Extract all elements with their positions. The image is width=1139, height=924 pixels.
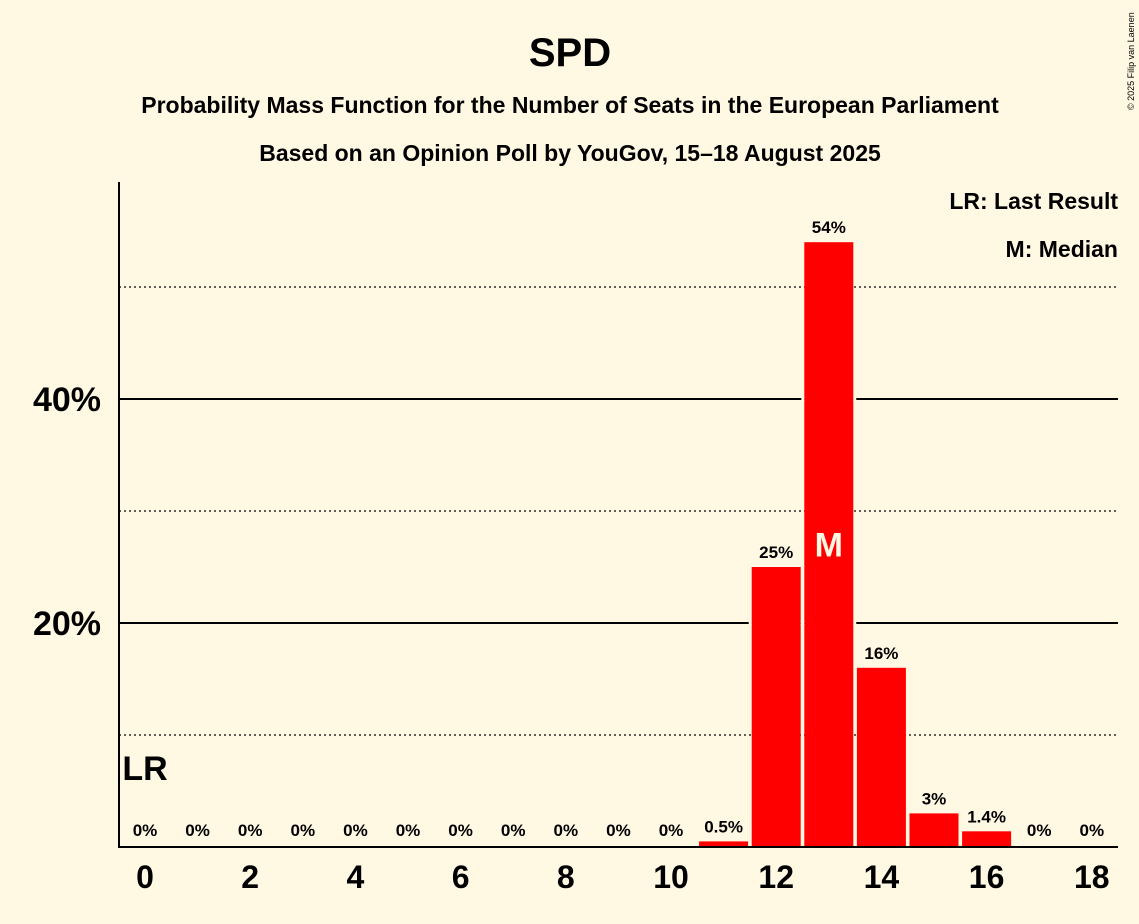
bar-label-seat-12: 25%	[759, 543, 793, 562]
bar-label-seat-8: 0%	[554, 821, 579, 840]
bar-label-seat-3: 0%	[291, 821, 316, 840]
bar-label-seat-17: 0%	[1027, 821, 1052, 840]
legend-median: M: Median	[1006, 236, 1118, 262]
x-tick-6: 6	[452, 859, 470, 895]
bar-label-seat-1: 0%	[185, 821, 210, 840]
bars	[699, 242, 1012, 847]
chart-subtitle: Probability Mass Function for the Number…	[141, 92, 999, 118]
bar-label-seat-14: 16%	[864, 644, 898, 663]
chart-source-line: Based on an Opinion Poll by YouGov, 15–1…	[259, 140, 881, 166]
x-tick-18: 18	[1074, 859, 1110, 895]
x-tick-14: 14	[864, 859, 900, 895]
bar-label-seat-6: 0%	[448, 821, 473, 840]
chart-title: SPD	[529, 31, 611, 75]
bar-label-seat-9: 0%	[606, 821, 631, 840]
markers: LR M	[122, 527, 843, 788]
x-tick-8: 8	[557, 859, 575, 895]
x-tick-4: 4	[347, 859, 365, 895]
gridlines	[119, 286, 1118, 736]
bar-label-seat-4: 0%	[343, 821, 368, 840]
bar-seat-14	[856, 667, 906, 847]
x-tick-10: 10	[653, 859, 689, 895]
tick-labels: 0 2 4 6 8 10 12 14 16 18 20% 40%	[33, 381, 1110, 895]
bar-seat-11	[699, 841, 749, 847]
y-tick-40: 40%	[33, 381, 101, 419]
median-marker: M	[815, 527, 843, 565]
x-tick-2: 2	[241, 859, 259, 895]
bar-seat-12	[751, 567, 801, 847]
axes	[118, 182, 1118, 848]
y-tick-20: 20%	[33, 605, 101, 643]
bar-label-seat-5: 0%	[396, 821, 421, 840]
bar-label-seat-0: 0%	[133, 821, 158, 840]
bar-label-seat-16: 1.4%	[967, 807, 1006, 826]
bar-seat-13	[804, 242, 854, 847]
x-tick-0: 0	[136, 859, 154, 895]
bar-seat-15	[909, 813, 959, 847]
legend-last-result: LR: Last Result	[949, 188, 1118, 214]
x-tick-12: 12	[758, 859, 794, 895]
bar-label-seat-18: 0%	[1080, 821, 1105, 840]
bar-label-seat-10: 0%	[659, 821, 684, 840]
bar-label-seat-13: 54%	[812, 218, 846, 237]
bar-label-seat-15: 3%	[922, 789, 947, 808]
bar-labels: 0% 0% 0% 0% 0% 0% 0% 0% 0% 0% 0% 0.5% 25% 54% 16% 3% 1.4…	[133, 218, 1104, 840]
bar-label-seat-7: 0%	[501, 821, 526, 840]
x-tick-16: 16	[969, 859, 1005, 895]
bar-seat-16	[962, 831, 1012, 847]
last-result-marker: LR	[122, 750, 167, 788]
copyright-note: © 2025 Filip van Laenen	[1126, 12, 1136, 110]
bar-label-seat-11: 0.5%	[704, 817, 743, 836]
bar-label-seat-2: 0%	[238, 821, 263, 840]
